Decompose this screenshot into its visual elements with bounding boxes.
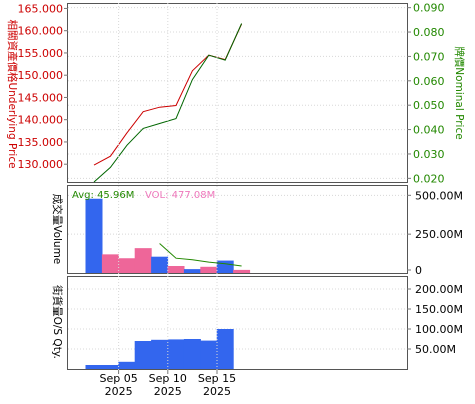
outstanding-bar xyxy=(85,365,103,369)
outstanding-bar xyxy=(118,361,136,369)
left-tick-label: 165.000 xyxy=(18,2,64,15)
volume-tick-label: 500.00M xyxy=(415,189,463,202)
outstanding-grid xyxy=(68,288,407,350)
right-tick-label: 0.070 xyxy=(413,50,445,63)
volume-bar xyxy=(216,260,234,273)
outstanding-bar xyxy=(134,341,152,369)
volume-bar xyxy=(85,198,103,273)
outstanding-bar xyxy=(216,329,234,369)
time-tick-year: 2025 xyxy=(154,385,182,398)
volume-grid xyxy=(68,194,407,235)
volume-avg-label: Avg: 45.96M xyxy=(72,190,134,201)
left-tick-label: 150.000 xyxy=(18,69,64,82)
outstanding-tick-label: 150.00M xyxy=(415,303,463,316)
time-tick-label: Sep 15 xyxy=(198,372,236,385)
right-tick-label: 0.050 xyxy=(413,99,445,112)
volume-bar xyxy=(200,266,218,273)
right-tick-label: 0.040 xyxy=(413,124,445,137)
price-grid xyxy=(68,7,407,179)
volume-tick-label: 250.00M xyxy=(415,228,463,241)
right-axis-ticks: 0.090 0.080 0.070 0.060 0.050 0.040 0.030 0.020 xyxy=(407,2,445,185)
outstanding-bar xyxy=(151,339,169,369)
volume-axis-title: 成交量Volume xyxy=(51,194,64,265)
right-axis-title: 牌價Nominal Price xyxy=(453,46,466,139)
right-tick-label: 0.030 xyxy=(413,148,445,161)
outstanding-axis-ticks: 200.00M 150.00M 100.00M 50.00M xyxy=(407,283,463,356)
outstanding-panel-frame xyxy=(67,276,408,370)
left-axis-ticks: 165.000 160.000 155.000 150.000 145.000 140.0… xyxy=(18,2,68,171)
left-tick-label: 145.000 xyxy=(18,91,64,104)
left-tick-label: 140.000 xyxy=(18,114,64,127)
volume-bar xyxy=(118,258,136,273)
outstanding-bar xyxy=(167,339,185,369)
volume-average-line xyxy=(159,243,242,267)
volume-bar xyxy=(233,269,251,273)
volume-tick-label: 0 xyxy=(415,264,422,277)
volume-bars xyxy=(85,198,251,273)
left-tick-label: 130.000 xyxy=(18,158,64,171)
time-tick-year: 2025 xyxy=(105,385,133,398)
right-tick-label: 0.080 xyxy=(413,26,445,39)
right-tick-label: 0.020 xyxy=(413,172,445,185)
volume-bar xyxy=(151,256,169,273)
outstanding-tick-label: 200.00M xyxy=(415,283,463,296)
volume-bar xyxy=(167,266,185,273)
right-tick-label: 0.060 xyxy=(413,75,445,88)
volume-axis-ticks: 500.00M 250.00M 0 xyxy=(407,189,463,277)
left-tick-label: 160.000 xyxy=(18,25,64,38)
volume-bar xyxy=(101,254,119,273)
time-tick-label: Sep 05 xyxy=(99,372,137,385)
outstanding-tick-label: 50.00M xyxy=(415,343,456,356)
left-tick-label: 135.000 xyxy=(18,136,64,149)
left-tick-label: 155.000 xyxy=(18,47,64,60)
outstanding-tick-label: 100.00M xyxy=(415,323,463,336)
outstanding-bar xyxy=(200,340,218,369)
right-tick-label: 0.090 xyxy=(413,2,445,15)
outstanding-axis-title: 街貨量O/S Qty. xyxy=(51,285,64,359)
volume-bar xyxy=(134,248,152,273)
left-axis-title: 相關資產價格Underlying Price xyxy=(6,19,19,168)
outstanding-bar xyxy=(183,339,201,369)
outstanding-bar xyxy=(101,365,119,369)
volume-total-label: VOL: 477.08M xyxy=(145,190,215,201)
time-tick-label: Sep 10 xyxy=(149,372,187,385)
volume-bar xyxy=(183,269,201,273)
outstanding-bars xyxy=(85,329,234,369)
time-tick-year: 2025 xyxy=(203,385,231,398)
